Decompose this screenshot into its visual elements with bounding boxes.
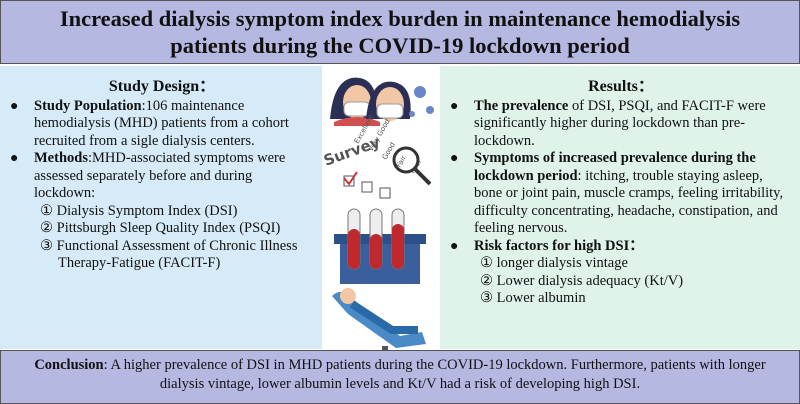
label: Conclusion [34, 357, 104, 373]
text: of DSI, PSQI, and FACIT-F were significa… [474, 97, 766, 149]
results-panel: Results： The prevalence of DSI, PSQI, an… [440, 66, 800, 349]
label: Symptoms of increased prevalence during … [474, 150, 756, 184]
subitem: ③ Functional Assessment of Chronic Illne… [40, 237, 298, 272]
subitem: ③ Lower albumin [480, 290, 586, 306]
heading: Study Design： [108, 78, 216, 95]
subitem: ① Dialysis Symptom Index (DSI) [40, 202, 238, 219]
item: Study Population:106 maintenance hemodia… [8, 98, 316, 151]
item: Methods:MHD-associated symptoms were ass… [8, 150, 316, 273]
item: Symptoms of increased prevalence during … [448, 150, 794, 238]
text: : itching, trouble staying asleep, bone … [474, 167, 784, 237]
text: : A higher prevalence of DSI in MHD pati… [103, 357, 766, 392]
label: Study Population [34, 97, 142, 114]
illustrations: Survey Excellent Very Good Good Fair Poo… [322, 77, 434, 350]
conclusion: Conclusion: A higher prevalence of DSI i… [0, 350, 800, 404]
study-design-panel: Study Design： Study Population:106 maint… [0, 66, 322, 349]
label: Methods [34, 150, 88, 166]
test-tubes [334, 208, 426, 284]
label: The prevalence [474, 97, 569, 114]
text: :106 maintenance hemodialysis (MHD) pati… [34, 97, 289, 149]
subitem: ② Lower dialysis adequacy (Kt/V) [480, 272, 684, 289]
title: Increased dialysis symptom index burden … [0, 0, 800, 64]
masked-people [330, 77, 434, 126]
label: Risk factors for high DSI： [474, 237, 644, 254]
text: :MHD-associated symptoms were assessed s… [34, 150, 286, 201]
item: The prevalence of DSI, PSQI, and FACIT-F… [448, 98, 794, 151]
subitem: ① longer dialysis vintage [480, 255, 628, 271]
item: Risk factors for high DSI： ① longer dial… [448, 238, 794, 308]
patient-chair [332, 288, 426, 350]
heading: Results： [588, 78, 654, 95]
subitem: ② Pittsburgh Sleep Quality Index (PSQI) [40, 220, 281, 236]
